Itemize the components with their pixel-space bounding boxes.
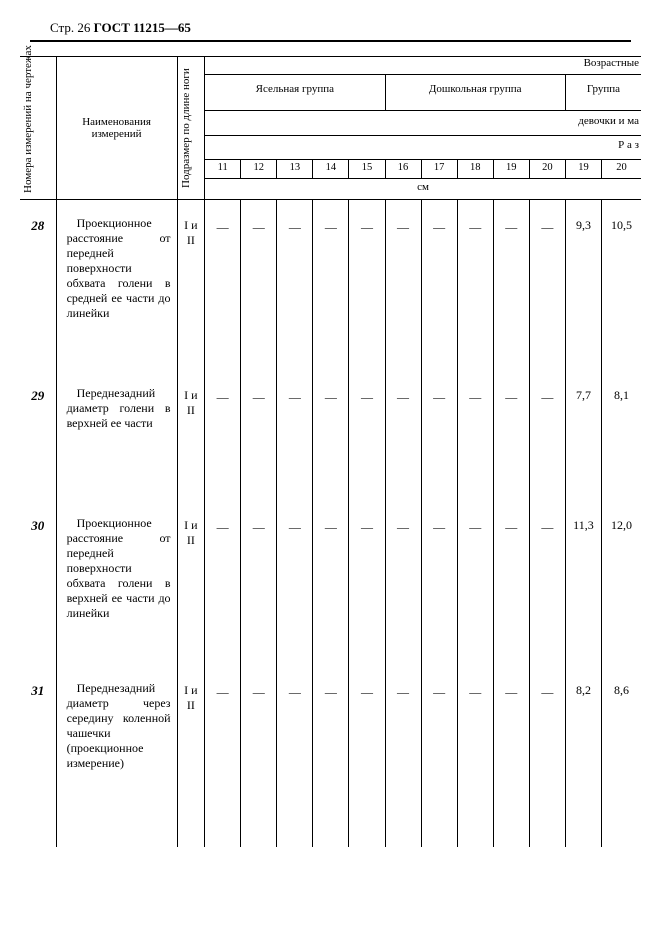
cell-dash: — <box>493 512 529 677</box>
row-num: 30 <box>20 512 56 677</box>
cell-dash: — <box>241 677 277 847</box>
row-desc: Переднезадний диаметр через середину кол… <box>57 677 177 787</box>
group-preschool: Дошкольная группа <box>385 75 565 110</box>
size-16: 16 <box>385 159 421 179</box>
cell-dash: — <box>349 677 385 847</box>
page-header: Стр. 26 ГОСТ 11215—65 <box>20 20 641 40</box>
cell-dash: — <box>277 677 313 847</box>
cell-value: 11,3 <box>565 512 601 677</box>
cell-dash: — <box>241 212 277 382</box>
cell-value: 8,1 <box>601 382 641 512</box>
row-sub: I иII <box>177 212 205 382</box>
size-11: 11 <box>205 159 241 179</box>
row-desc: Переднезадний диаметр голени в верхней е… <box>57 382 177 447</box>
size-15: 15 <box>349 159 385 179</box>
cell-dash: — <box>421 382 457 512</box>
cell-dash: — <box>457 212 493 382</box>
row-sub: I иII <box>177 512 205 677</box>
cell-dash: — <box>313 212 349 382</box>
age-header: Возрастные <box>205 57 641 75</box>
measurements-table: Номера измерений на чертежах Наименовани… <box>20 56 641 847</box>
cell-dash: — <box>349 512 385 677</box>
cell-dash: — <box>457 512 493 677</box>
unit-row: см <box>205 179 641 200</box>
cell-dash: — <box>385 512 421 677</box>
size-13: 13 <box>277 159 313 179</box>
standard-code: ГОСТ 11215—65 <box>94 20 191 35</box>
cell-value: 9,3 <box>565 212 601 382</box>
cell-dash: — <box>205 382 241 512</box>
cell-dash: — <box>241 382 277 512</box>
cell-dash: — <box>421 212 457 382</box>
cell-dash: — <box>421 677 457 847</box>
col-head-names: Наименования измерений <box>56 57 177 200</box>
raz: Р а з <box>205 136 641 159</box>
header-rule <box>30 40 631 42</box>
size-19b: 19 <box>565 159 601 179</box>
row-sub: I иII <box>177 382 205 512</box>
cell-dash: — <box>493 677 529 847</box>
girls-boys: девочки и ма <box>205 110 641 136</box>
cell-dash: — <box>205 212 241 382</box>
size-17: 17 <box>421 159 457 179</box>
cell-value: 12,0 <box>601 512 641 677</box>
cell-dash: — <box>313 512 349 677</box>
cell-dash: — <box>313 677 349 847</box>
cell-dash: — <box>313 382 349 512</box>
size-20: 20 <box>529 159 565 179</box>
cell-dash: — <box>277 512 313 677</box>
cell-dash: — <box>493 382 529 512</box>
size-14: 14 <box>313 159 349 179</box>
cell-dash: — <box>241 512 277 677</box>
group-nursery: Ясельная группа <box>205 75 385 110</box>
cell-dash: — <box>529 382 565 512</box>
row-desc: Проекционное расстояние от передней пове… <box>57 212 177 337</box>
cell-dash: — <box>205 512 241 677</box>
size-19: 19 <box>493 159 529 179</box>
row-num: 29 <box>20 382 56 512</box>
cell-dash: — <box>457 382 493 512</box>
row-sub: I иII <box>177 677 205 847</box>
cell-dash: — <box>277 382 313 512</box>
cell-dash: — <box>421 512 457 677</box>
cell-value: 8,6 <box>601 677 641 847</box>
page-number: Стр. 26 <box>50 20 90 35</box>
cell-dash: — <box>529 677 565 847</box>
cell-dash: — <box>385 677 421 847</box>
cell-dash: — <box>385 212 421 382</box>
cell-dash: — <box>349 212 385 382</box>
cell-dash: — <box>493 212 529 382</box>
cell-dash: — <box>277 212 313 382</box>
group-group: Группа <box>565 75 641 110</box>
size-18: 18 <box>457 159 493 179</box>
size-20b: 20 <box>601 159 641 179</box>
cell-dash: — <box>457 677 493 847</box>
cell-value: 8,2 <box>565 677 601 847</box>
row-num: 28 <box>20 212 56 382</box>
col-head-numbers: Номера измерений на чертежах <box>20 57 56 200</box>
cell-dash: — <box>529 212 565 382</box>
cell-dash: — <box>385 382 421 512</box>
size-12: 12 <box>241 159 277 179</box>
cell-value: 10,5 <box>601 212 641 382</box>
cell-dash: — <box>205 677 241 847</box>
row-desc: Проекционное расстояние от передней пове… <box>57 512 177 637</box>
cell-dash: — <box>349 382 385 512</box>
row-num: 31 <box>20 677 56 847</box>
col-head-subsize: Подразмер по длине ноги <box>177 57 205 200</box>
cell-value: 7,7 <box>565 382 601 512</box>
cell-dash: — <box>529 512 565 677</box>
